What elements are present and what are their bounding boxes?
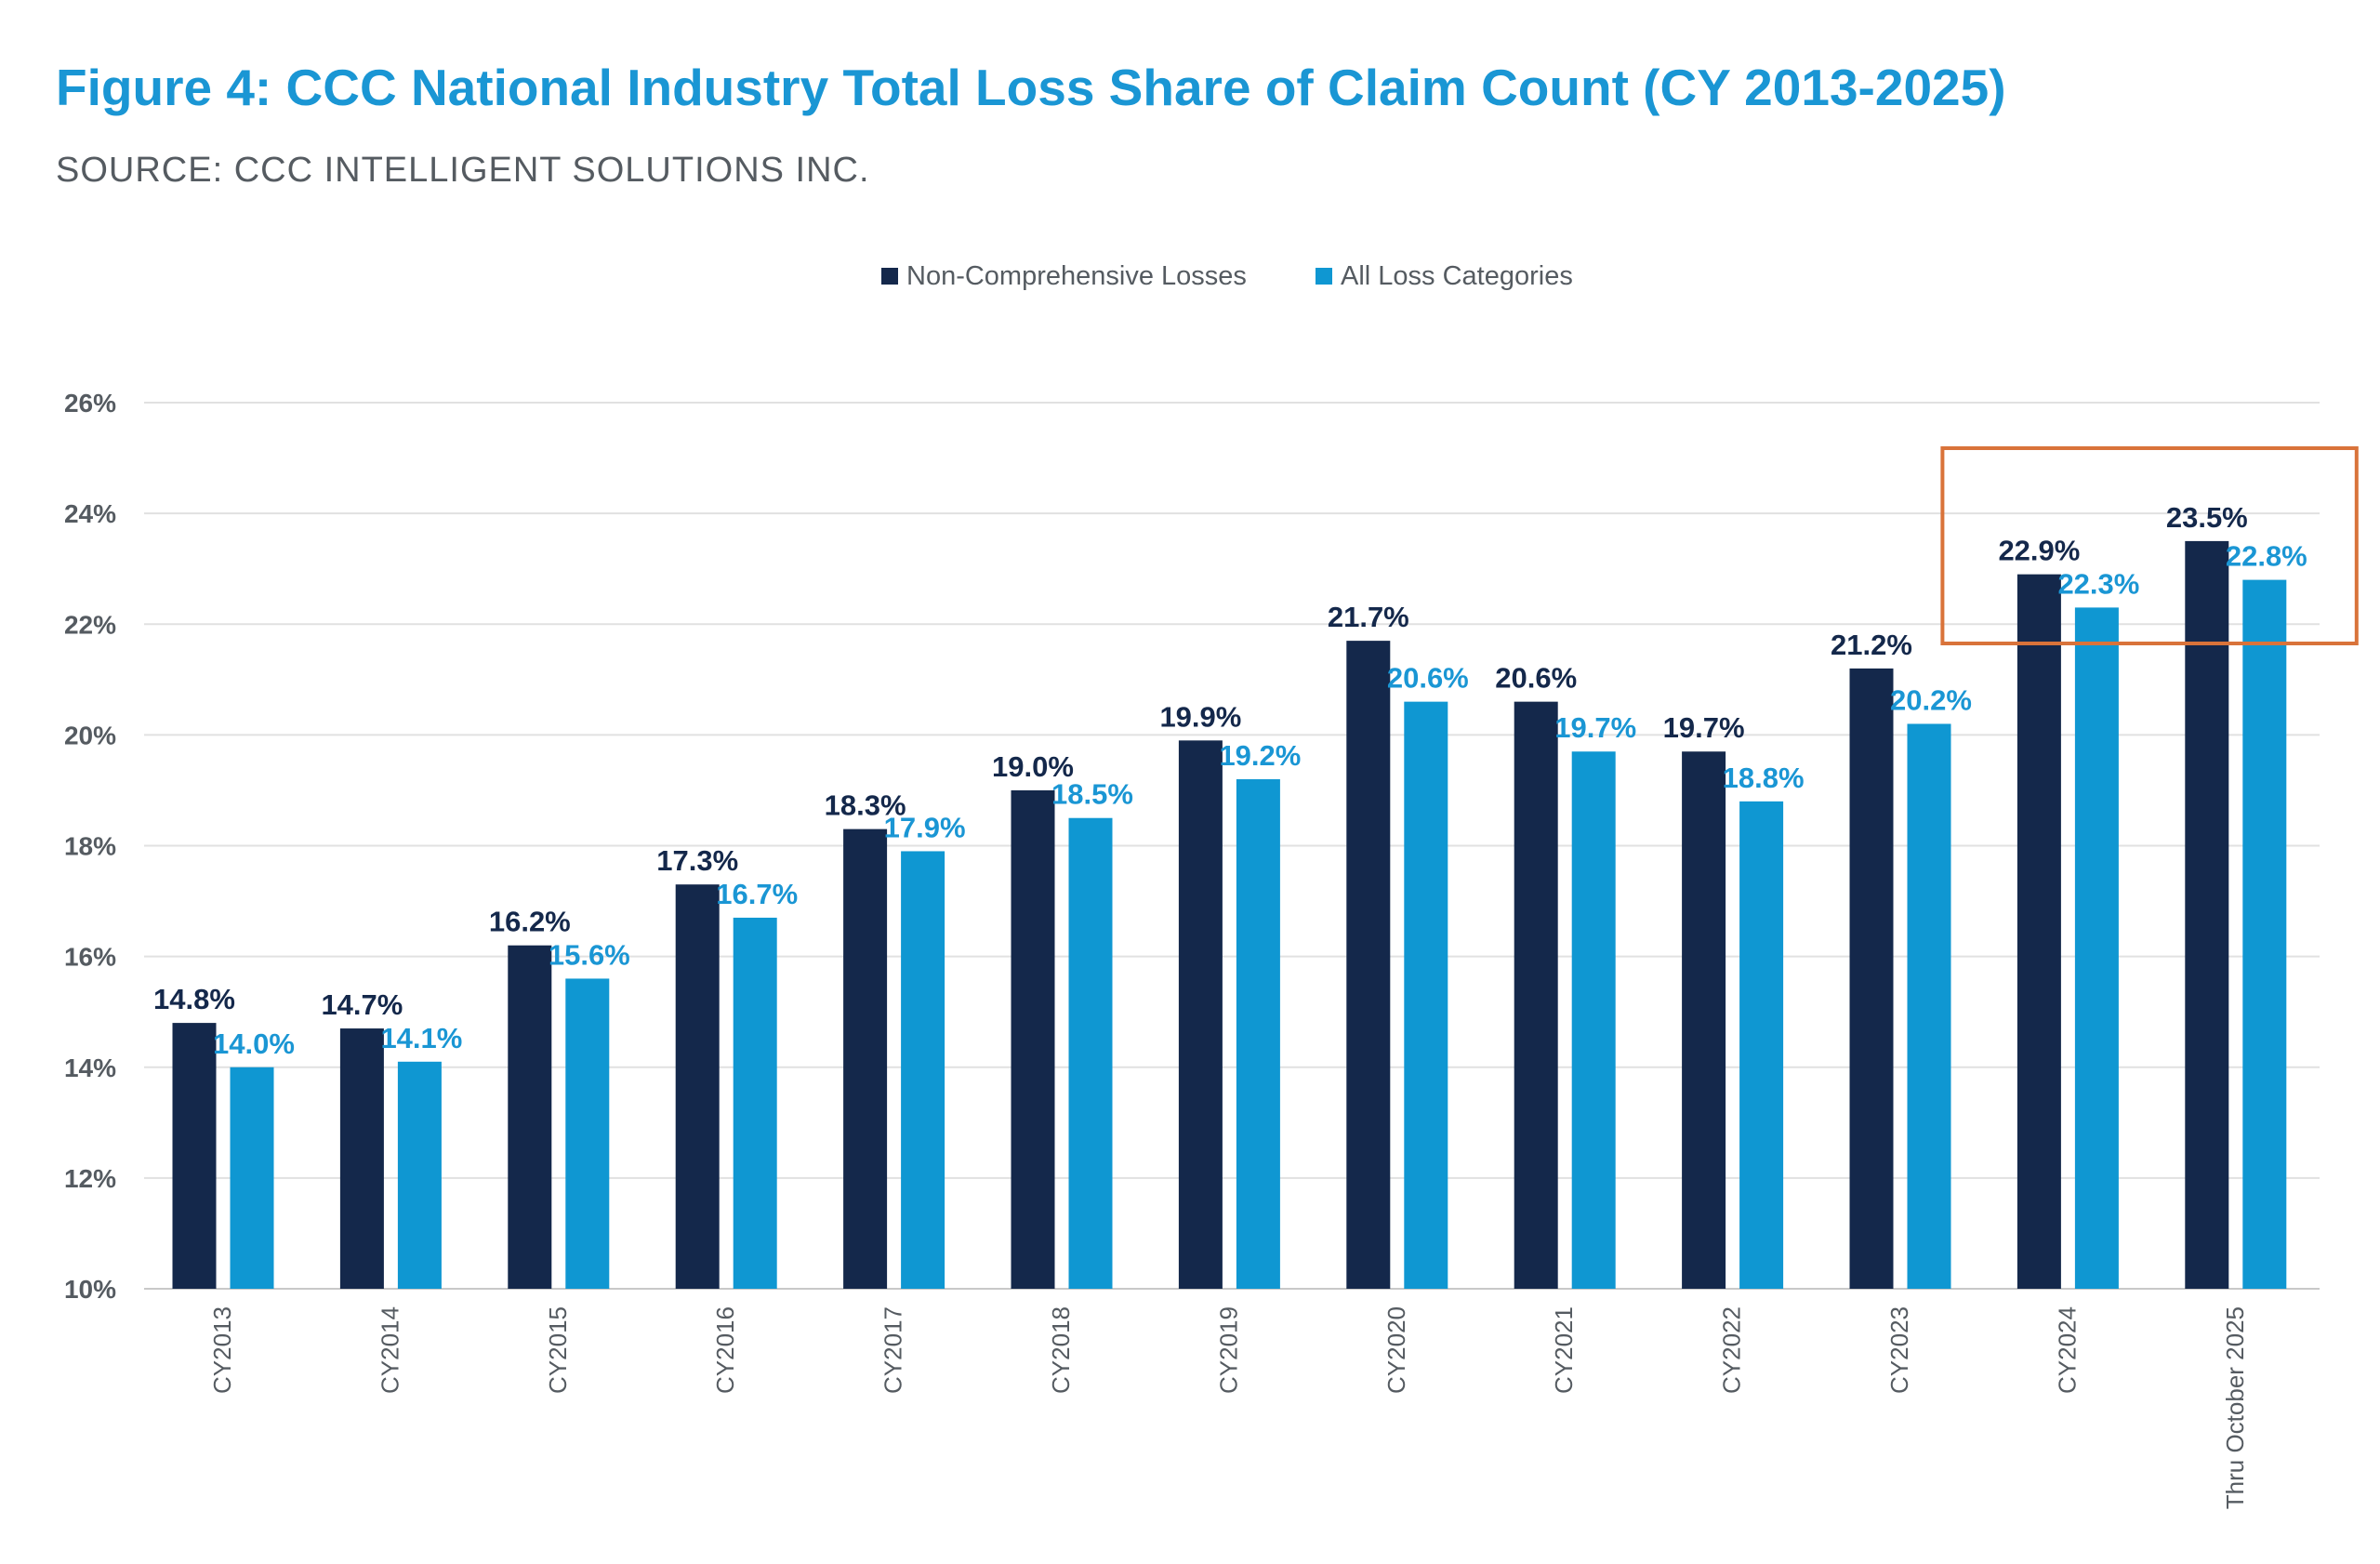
bar-non-comprehensive — [508, 945, 552, 1289]
y-tick-label: 14% — [64, 1054, 116, 1082]
bar-all-loss — [901, 851, 945, 1289]
data-label-non-comprehensive: 19.9% — [1159, 700, 1241, 733]
bar-non-comprehensive — [1011, 789, 1055, 1289]
bar-non-comprehensive — [1346, 641, 1391, 1289]
data-label-all-loss: 22.3% — [2057, 567, 2139, 600]
x-tick-label: CY2014 — [376, 1306, 403, 1394]
bar-non-comprehensive — [2016, 574, 2061, 1289]
x-tick-label: CY2013 — [208, 1306, 236, 1394]
data-label-all-loss: 15.6% — [549, 938, 630, 971]
bar-all-loss — [230, 1067, 274, 1289]
x-tick-label: CY2019 — [1214, 1306, 1242, 1394]
bar-all-loss — [2242, 579, 2287, 1289]
bar-all-loss — [1571, 751, 1616, 1289]
bar-all-loss — [397, 1061, 442, 1289]
y-tick-label: 10% — [64, 1275, 116, 1304]
bar-all-loss — [1404, 701, 1448, 1289]
data-label-non-comprehensive: 14.7% — [321, 988, 403, 1021]
y-tick-label: 24% — [64, 499, 116, 528]
bar-non-comprehensive — [339, 1028, 384, 1289]
x-tick-label: CY2017 — [879, 1306, 907, 1394]
bar-non-comprehensive — [843, 828, 888, 1289]
data-label-all-loss: 22.8% — [2226, 540, 2307, 573]
x-tick-label: CY2023 — [1885, 1306, 1913, 1394]
data-label-all-loss: 14.1% — [380, 1022, 462, 1054]
y-tick-label: 22% — [64, 610, 116, 639]
data-label-non-comprehensive: 18.3% — [825, 789, 906, 822]
data-label-all-loss: 20.6% — [1387, 662, 1469, 695]
data-label-non-comprehensive: 17.3% — [656, 844, 738, 877]
legend-label-non-comprehensive: Non-Comprehensive Losses — [906, 261, 1247, 291]
data-label-non-comprehensive: 14.8% — [153, 983, 235, 1015]
data-label-all-loss: 18.8% — [1723, 762, 1805, 794]
bar-all-loss — [733, 917, 777, 1289]
bar-non-comprehensive — [1849, 668, 1894, 1289]
x-tick-label: CY2015 — [544, 1306, 572, 1394]
bars — [172, 540, 2287, 1289]
data-label-all-loss: 14.0% — [213, 1027, 295, 1060]
data-label-all-loss: 18.5% — [1051, 778, 1133, 811]
x-tick-label: CY2021 — [1550, 1306, 1578, 1394]
data-label-all-loss: 20.2% — [1890, 683, 1972, 716]
x-tick-label: CY2018 — [1047, 1306, 1075, 1394]
bar-non-comprehensive — [1514, 701, 1558, 1289]
x-tick-label: CY2022 — [1718, 1306, 1746, 1394]
legend-label-all-loss: All Loss Categories — [1341, 261, 1573, 291]
x-tick-label: Thru October 2025 — [2221, 1306, 2249, 1509]
data-labels: 14.8% 14.0% 14.7%14.1% 16.2%15.6% 17.3%16.7%… — [153, 501, 2307, 1060]
bar-all-loss — [2074, 607, 2119, 1289]
bar-all-loss — [1739, 801, 1784, 1289]
data-label-non-comprehensive: 19.0% — [992, 750, 1074, 783]
y-tick-label: 12% — [64, 1164, 116, 1193]
data-label-non-comprehensive: 21.7% — [1328, 601, 1409, 633]
bar-all-loss — [1236, 779, 1280, 1289]
data-label-all-loss: 16.7% — [716, 878, 798, 910]
bar-all-loss — [1068, 817, 1113, 1289]
data-label-non-comprehensive: 19.7% — [1663, 711, 1745, 744]
y-tick-label: 26% — [64, 389, 116, 418]
y-tick-label: 18% — [64, 832, 116, 861]
highlight-box — [1940, 446, 2359, 645]
bar-non-comprehensive — [2185, 540, 2229, 1289]
data-label-non-comprehensive: 16.2% — [489, 906, 571, 938]
y-tick-label: 20% — [64, 721, 116, 749]
data-label-all-loss: 17.9% — [884, 811, 966, 843]
x-axis: CY2013 CY2014 CY2015 CY2016 CY2017 CY2018 CY20… — [208, 1306, 2249, 1509]
data-label-non-comprehensive: 20.6% — [1495, 662, 1577, 695]
data-label-all-loss: 19.7% — [1554, 711, 1636, 744]
legend-swatch-all-loss — [1316, 268, 1332, 285]
y-axis: 10% 12% 14% 16% 18% 20% 22% 24% 26% — [64, 389, 116, 1304]
data-label-non-comprehensive: 22.9% — [1998, 535, 2080, 567]
chart-subtitle: SOURCE: CCC INTELLIGENT SOLUTIONS INC. — [56, 151, 870, 190]
bar-all-loss — [565, 978, 610, 1289]
x-tick-label: CY2020 — [1382, 1306, 1410, 1394]
x-tick-label: CY2024 — [2053, 1306, 2081, 1394]
highlight-annotation — [1940, 446, 2359, 645]
bar-all-loss — [1907, 723, 1951, 1289]
bar-non-comprehensive — [1178, 740, 1223, 1289]
gridlines — [144, 402, 2320, 1290]
bar-non-comprehensive — [172, 1023, 217, 1289]
legend: Non-Comprehensive Losses All Loss Catego… — [881, 261, 1573, 291]
x-tick-label: CY2016 — [711, 1306, 739, 1394]
bar-non-comprehensive — [675, 884, 720, 1289]
data-label-non-comprehensive: 23.5% — [2166, 501, 2248, 534]
data-label-non-comprehensive: 21.2% — [1831, 629, 1912, 661]
chart-title: Figure 4: CCC National Industry Total Lo… — [56, 59, 2006, 116]
data-label-all-loss: 19.2% — [1219, 739, 1301, 772]
y-tick-label: 16% — [64, 943, 116, 972]
legend-swatch-non-comprehensive — [881, 268, 898, 285]
bar-non-comprehensive — [1682, 751, 1726, 1289]
